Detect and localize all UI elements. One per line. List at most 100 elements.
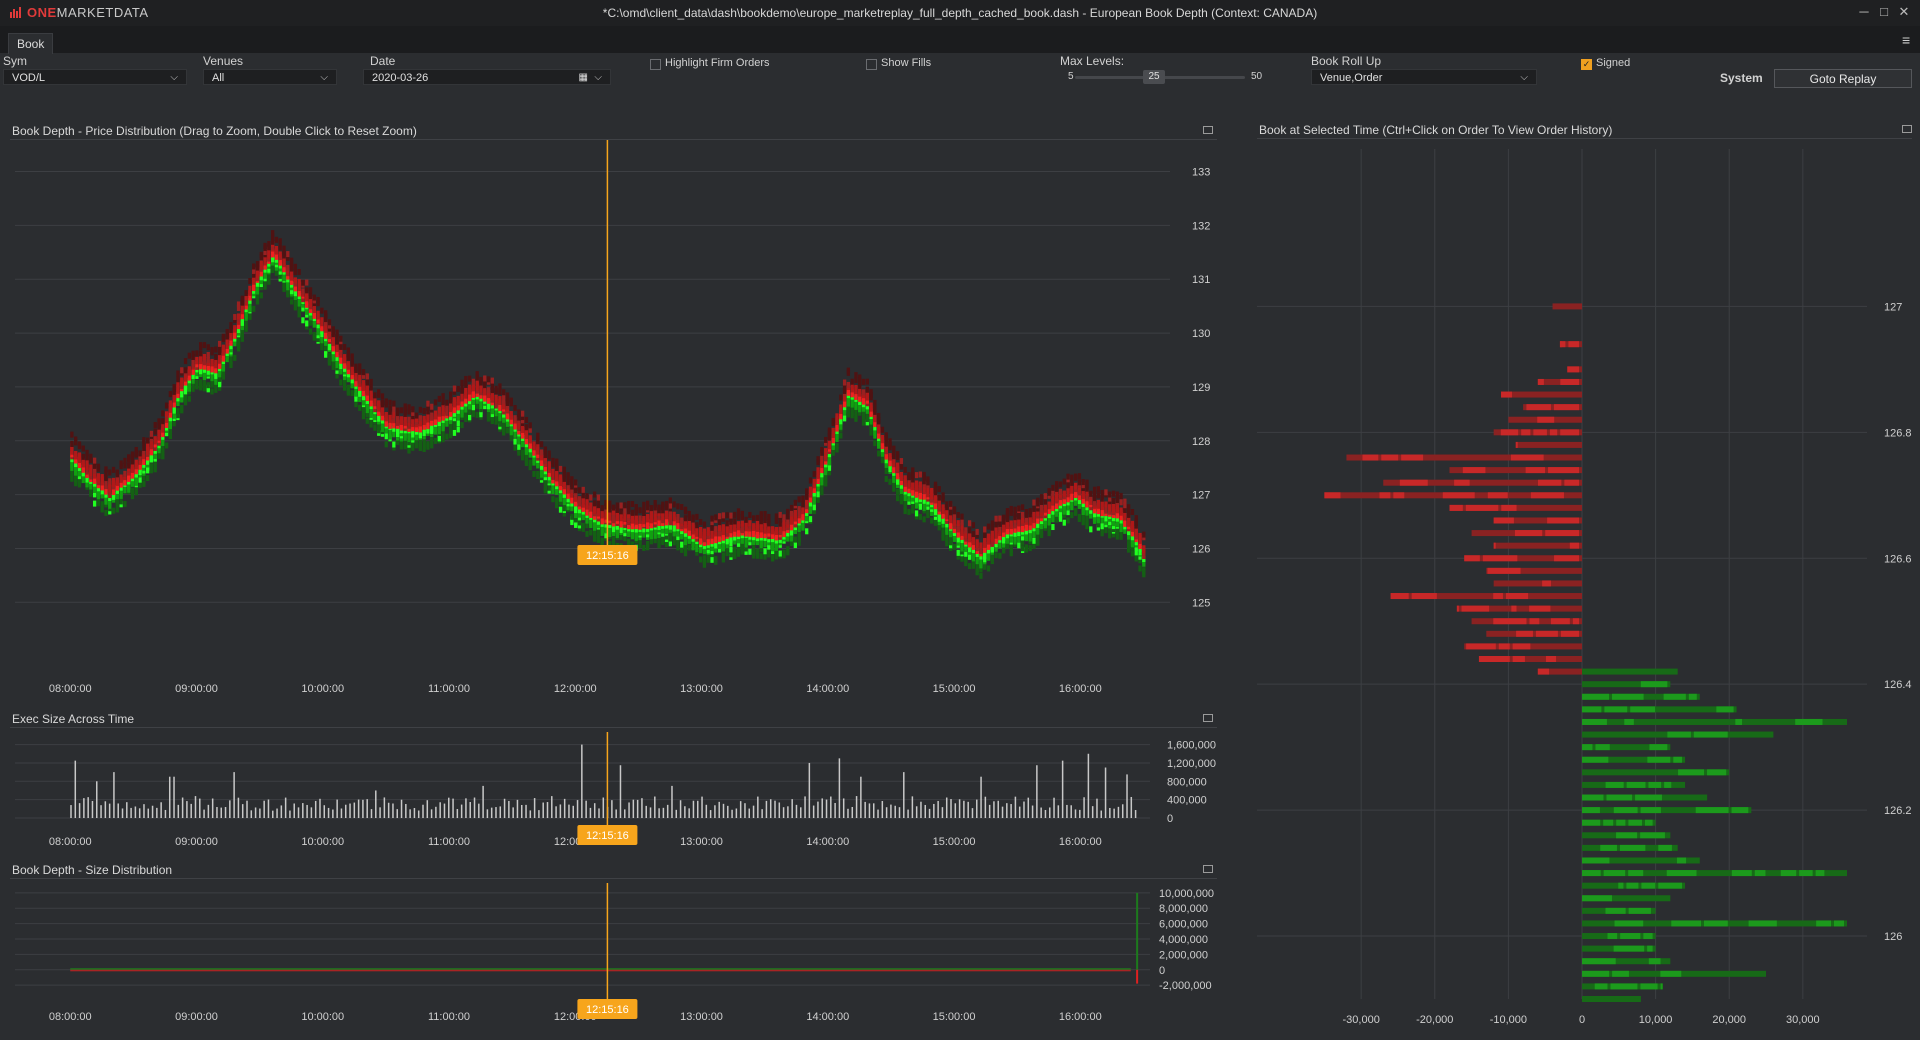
- venues-select[interactable]: All ⌵: [203, 69, 337, 85]
- price-cell: [854, 399, 858, 406]
- price-cell: [1062, 506, 1066, 513]
- size-y-tick: 8,000,000: [1159, 903, 1208, 915]
- price-cell: [108, 478, 112, 485]
- price-cell: [854, 412, 858, 419]
- exec-bar: [696, 800, 699, 818]
- price-cell: [195, 356, 199, 363]
- exec-x-tick: 15:00:00: [933, 836, 976, 848]
- price-cell: [168, 415, 173, 422]
- price-cell: [1085, 479, 1089, 486]
- book-rollup-select[interactable]: Venue,Order ⌵: [1311, 69, 1537, 85]
- price-cell: [873, 405, 877, 412]
- price-cell: [274, 253, 279, 260]
- price-cell: [138, 476, 142, 483]
- price-cell: [168, 420, 173, 427]
- price-cell: [672, 523, 676, 530]
- exec-bar: [1130, 796, 1133, 818]
- price-cell: [759, 529, 763, 536]
- exec-size-chart[interactable]: 1,600,0001,200,000800,000400,000008:00:0…: [0, 728, 1230, 858]
- menu-icon[interactable]: ≡: [1902, 32, 1911, 48]
- calendar-icon[interactable]: ▦: [578, 72, 588, 83]
- price-cell: [536, 471, 540, 478]
- size-distribution-chart[interactable]: 10,000,0008,000,0006,000,0004,000,0002,0…: [0, 879, 1230, 1040]
- price-cell: [971, 531, 976, 538]
- panel-maximize-icon[interactable]: [1203, 865, 1213, 873]
- size-x-tick: 08:00:00: [49, 1011, 92, 1023]
- max-levels-slider-handle[interactable]: 25: [1143, 70, 1165, 84]
- exec-bar: [508, 800, 510, 818]
- chevron-down-icon[interactable]: ⌵: [594, 72, 602, 83]
- price-cell: [377, 423, 381, 430]
- book-ask-bar-order: [1454, 479, 1470, 486]
- price-cell: [335, 367, 339, 374]
- minimize-icon[interactable]: ─: [1859, 4, 1869, 19]
- price-cell: [702, 558, 707, 565]
- price-cell: [967, 520, 972, 527]
- price-cell: [361, 394, 366, 401]
- exec-bar: [585, 800, 587, 818]
- exec-bar: [624, 809, 626, 818]
- highlight-firm-orders-checkbox[interactable]: [650, 59, 661, 70]
- show-fills-checkbox[interactable]: [866, 59, 877, 70]
- book-at-time-chart[interactable]: -30,000 -20,000 -10,000 0 10,000 20,000 30,000…: [1257, 139, 1920, 1040]
- price-cell: [199, 350, 203, 357]
- price-cell: [320, 317, 324, 324]
- price-cell: [952, 514, 957, 521]
- price-cell: [664, 533, 669, 540]
- size-bid-area: [70, 968, 1131, 970]
- price-cell: [1051, 494, 1055, 501]
- price-cell: [229, 346, 233, 353]
- book-ask-bar: [1493, 517, 1582, 524]
- price-cell: [827, 464, 832, 471]
- book-ask-bar-order: [1493, 593, 1503, 600]
- price-cell: [971, 537, 976, 544]
- price-cell: [922, 471, 926, 478]
- price-cell: [562, 505, 566, 512]
- price-cell: [517, 428, 521, 435]
- price-cell: [979, 572, 983, 579]
- price-cell: [358, 404, 362, 411]
- price-cell: [452, 429, 457, 436]
- price-cell: [797, 539, 801, 546]
- price-cell: [1108, 495, 1112, 502]
- price-cell: [717, 519, 722, 526]
- panel-maximize-icon[interactable]: [1203, 714, 1213, 722]
- price-cell: [687, 536, 691, 543]
- price-cell: [752, 544, 756, 551]
- book-y-tick: 126.8: [1884, 427, 1912, 439]
- price-cell: [986, 565, 991, 572]
- price-cell: [1092, 491, 1097, 498]
- price-cell: [1092, 495, 1097, 502]
- panel-maximize-icon[interactable]: [1203, 126, 1213, 134]
- book-bid-bar-order: [1648, 781, 1662, 788]
- price-cell: [433, 399, 438, 406]
- price-cell: [1138, 537, 1142, 544]
- size-x-tick: 15:00:00: [933, 1011, 976, 1023]
- price-cell: [369, 397, 373, 404]
- exec-bar: [611, 800, 613, 818]
- signed-checkbox[interactable]: ✓: [1581, 59, 1592, 70]
- price-cell: [252, 305, 256, 312]
- price-cell: [486, 411, 491, 418]
- close-icon[interactable]: ✕: [1898, 4, 1910, 19]
- goto-replay-button[interactable]: Goto Replay: [1774, 69, 1912, 88]
- price-cell: [592, 500, 597, 507]
- price-cell: [945, 501, 949, 508]
- price-cell: [873, 440, 877, 447]
- price-cell: [566, 482, 570, 489]
- panel-maximize-icon[interactable]: [1902, 125, 1912, 133]
- price-cell: [217, 355, 222, 362]
- date-picker[interactable]: 2020-03-26 ▦ ⌵: [363, 69, 611, 85]
- maximize-icon[interactable]: □: [1880, 4, 1888, 19]
- price-cell: [664, 522, 669, 529]
- price-cell: [914, 513, 919, 520]
- sym-select[interactable]: VOD/L ⌵: [3, 69, 187, 85]
- book-bid-bar-order: [1731, 807, 1749, 814]
- book-ask-bar-order: [1545, 530, 1579, 537]
- exec-bar: [654, 796, 656, 818]
- tab-book[interactable]: Book: [8, 33, 54, 54]
- price-cell: [418, 439, 423, 446]
- price-cell: [342, 374, 347, 381]
- price-cell: [899, 485, 904, 492]
